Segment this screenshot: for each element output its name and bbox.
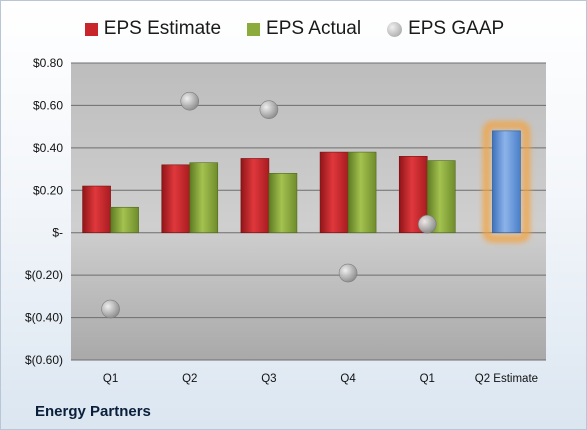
dot-eps-gaap bbox=[180, 91, 200, 111]
legend-item-eps-actual: EPS Actual bbox=[247, 18, 361, 40]
x-tick-label: Q1 bbox=[420, 373, 435, 385]
bar-eps-estimate bbox=[319, 151, 349, 234]
y-tick-label: $0.40 bbox=[33, 141, 63, 155]
legend-label-eps-estimate: EPS Estimate bbox=[103, 18, 222, 39]
x-tick-label: Q4 bbox=[340, 373, 356, 385]
y-tick-label: $0.20 bbox=[33, 183, 63, 197]
bar-eps-actual bbox=[189, 162, 219, 234]
highlight-glow bbox=[482, 121, 530, 243]
dot-eps-gaap bbox=[338, 263, 358, 283]
y-tick-label: $(0.20) bbox=[25, 268, 63, 282]
company-name: Energy Partners bbox=[35, 403, 151, 420]
x-tick-label: Q2 bbox=[182, 373, 197, 385]
y-tick-label: $- bbox=[52, 226, 63, 240]
y-tick-label: $(0.40) bbox=[25, 311, 63, 325]
bar-eps-estimate bbox=[240, 158, 270, 234]
y-tick-label: $0.80 bbox=[33, 56, 63, 70]
bar-eps-actual bbox=[268, 173, 298, 234]
legend-label-eps-actual: EPS Actual bbox=[266, 18, 362, 39]
x-tick-label: Q2 Estimate bbox=[475, 373, 538, 385]
bar-eps-actual bbox=[347, 151, 377, 234]
y-tick-label: $0.60 bbox=[33, 98, 63, 112]
x-tick-label: Q1 bbox=[103, 373, 118, 385]
dot-eps-gaap bbox=[259, 100, 279, 119]
legend-label-eps-gaap: EPS GAAP bbox=[408, 18, 505, 39]
legend: EPS Estimate EPS Actual EPS GAAP bbox=[1, 15, 587, 43]
legend-swatch-eps-actual bbox=[247, 22, 261, 36]
bar-eps-actual bbox=[110, 206, 139, 234]
y-tick-label: $(0.60) bbox=[25, 353, 63, 367]
bar-eps-estimate bbox=[82, 185, 111, 234]
bar-eps-estimate bbox=[161, 164, 191, 234]
plot-background bbox=[71, 63, 546, 360]
legend-item-eps-estimate: EPS Estimate bbox=[84, 18, 222, 40]
legend-item-eps-gaap: EPS GAAP bbox=[387, 18, 504, 40]
dot-eps-gaap bbox=[417, 214, 437, 234]
bar-q2-estimate bbox=[492, 130, 521, 234]
dot-eps-gaap bbox=[101, 299, 120, 319]
legend-swatch-eps-estimate bbox=[84, 22, 98, 36]
x-tick-label: Q3 bbox=[261, 373, 276, 385]
legend-swatch-eps-gaap bbox=[387, 21, 403, 37]
